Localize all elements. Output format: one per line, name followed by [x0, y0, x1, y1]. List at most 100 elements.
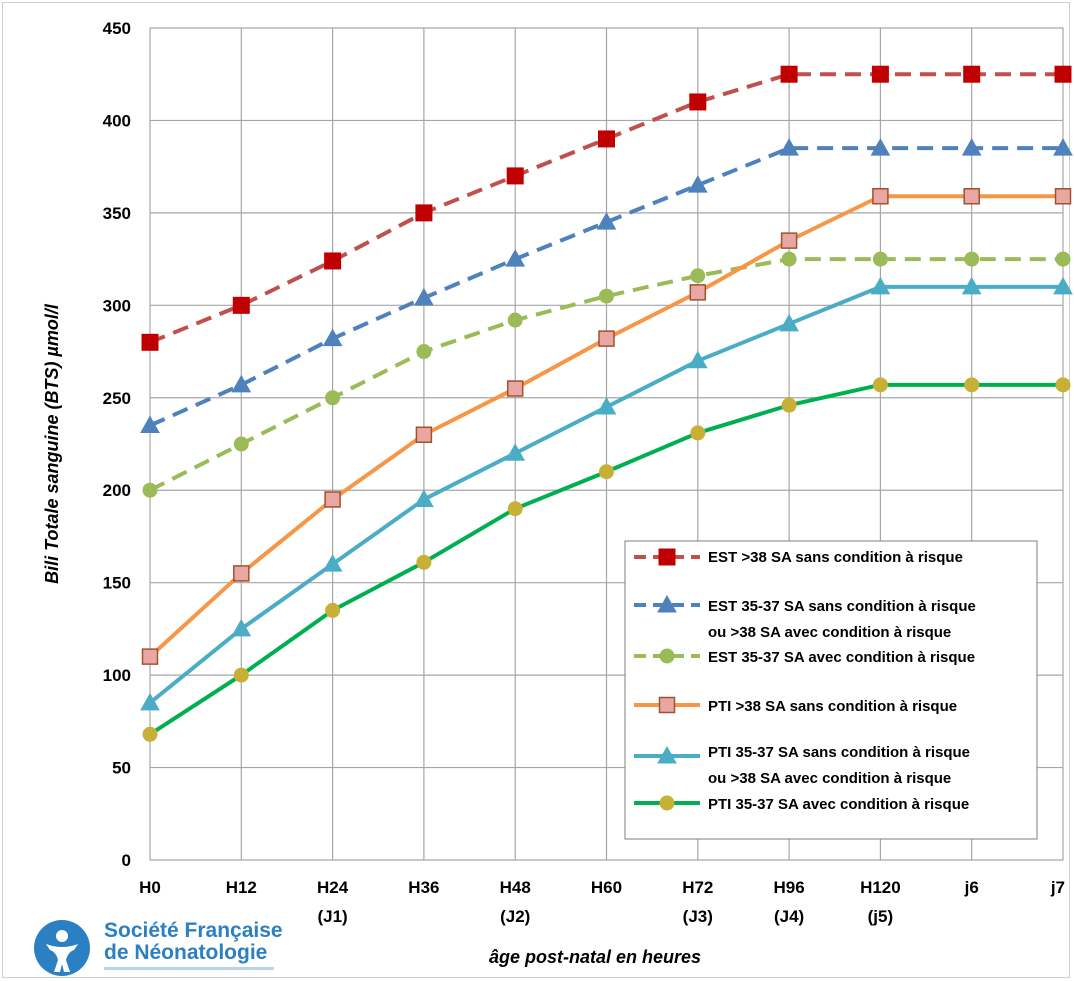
- y-tick-label: 450: [103, 19, 131, 38]
- x-tick-label: H72: [682, 878, 713, 897]
- data-point: [140, 415, 160, 434]
- data-point: [871, 65, 889, 83]
- y-tick-label: 50: [112, 759, 131, 778]
- legend-item-4: PTI >38 SA sans condition à risque: [634, 696, 957, 715]
- legend-label: PTI 35-37 SA avec condition à risque: [708, 796, 969, 813]
- data-point: [690, 268, 706, 284]
- legend-label: PTI 35-37 SA sans condition à risque: [708, 744, 970, 761]
- legend-marker: [658, 696, 676, 714]
- y-tick-labels: 0 50 100 150 200 250 300 350 400 450: [103, 19, 131, 870]
- y-tick-label: 0: [122, 851, 131, 870]
- x-tick-label: H120: [860, 878, 901, 897]
- data-point: [506, 380, 524, 397]
- data-point: [963, 187, 980, 205]
- legend-label: EST 35-37 SA avec condition à risque: [708, 649, 975, 666]
- data-point: [596, 397, 617, 415]
- series-4: [141, 187, 1072, 665]
- x-tick-sublabel: (j5): [868, 907, 894, 926]
- legend-label: EST 35-37 SA sans condition à risque: [708, 598, 976, 615]
- legend-item-5: PTI 35-37 SA sans condition à risque ou >…: [634, 744, 970, 787]
- data-point: [324, 491, 341, 508]
- sfn-logo: Société Française de Néonatologie: [28, 916, 288, 976]
- data-point: [324, 252, 342, 270]
- data-point: [690, 425, 706, 441]
- data-point: [687, 175, 708, 193]
- x-tick-label: j7: [1050, 878, 1065, 897]
- data-point: [416, 554, 432, 570]
- data-point: [780, 232, 798, 249]
- data-point: [325, 602, 341, 618]
- data-point: [870, 138, 891, 156]
- data-point: [963, 65, 981, 83]
- x-axis-title: âge post-natal en heures: [489, 947, 701, 967]
- legend: EST >38 SA sans condition à risque EST 35…: [624, 540, 1038, 840]
- data-point: [598, 130, 615, 148]
- data-point: [872, 251, 888, 267]
- data-point: [507, 501, 523, 517]
- y-tick-label: 300: [103, 296, 131, 315]
- data-point: [233, 436, 249, 452]
- legend-item-1: EST >38 SA sans condition à risque: [634, 548, 963, 566]
- x-tick-label: H12: [226, 878, 257, 897]
- x-tick-labels: H0 H12 H24 (J1) H36 H48 (J2) H60 H72 (J3) H96 (J4) H…: [139, 878, 1065, 926]
- y-tick-label: 100: [103, 666, 131, 685]
- data-point: [231, 374, 252, 393]
- data-point: [1055, 377, 1071, 393]
- series-6: [142, 377, 1071, 742]
- data-point: [872, 187, 889, 205]
- sfn-logo-icon: [34, 920, 90, 976]
- data-point: [961, 276, 982, 295]
- logo-subtitle-bar: [104, 967, 274, 970]
- data-point: [233, 667, 249, 683]
- data-point: [141, 333, 159, 351]
- data-point: [1053, 138, 1073, 156]
- data-point: [233, 565, 250, 582]
- y-axis-title: Bili Totale sanguine (BTS) µmol/l: [42, 303, 62, 584]
- data-point: [414, 287, 434, 306]
- data-point: [322, 328, 343, 347]
- series-line: [149, 257, 1063, 493]
- data-point: [415, 426, 433, 444]
- x-tick-label: j6: [964, 878, 979, 897]
- data-point: [599, 464, 614, 480]
- logo-text-line1: Société Française: [104, 919, 283, 942]
- legend-marker: [659, 648, 675, 664]
- legend-item-2: EST 35-37 SA sans condition à risque ou >…: [634, 594, 976, 641]
- data-point: [598, 330, 615, 347]
- series-2: [140, 138, 1073, 434]
- data-point: [232, 296, 250, 314]
- data-point: [964, 377, 980, 393]
- data-point: [1054, 187, 1072, 205]
- data-point: [505, 443, 526, 461]
- x-tick-sublabel: (J1): [317, 907, 347, 926]
- data-point: [964, 251, 980, 267]
- legend-marker: [657, 745, 677, 764]
- data-point: [231, 618, 252, 637]
- data-point: [689, 93, 707, 111]
- y-tick-label: 400: [103, 111, 131, 130]
- data-point: [142, 482, 158, 498]
- data-point: [599, 288, 614, 304]
- data-point: [687, 350, 708, 369]
- data-point: [507, 312, 523, 328]
- data-point: [506, 167, 524, 185]
- data-point: [140, 692, 160, 711]
- legend-marker: [658, 548, 676, 566]
- data-point: [870, 276, 891, 295]
- data-point: [505, 249, 526, 267]
- data-point: [141, 648, 159, 665]
- data-point: [961, 138, 982, 156]
- data-point: [1055, 251, 1071, 267]
- data-point: [689, 284, 707, 301]
- x-tick-label: H48: [500, 878, 531, 897]
- series-1: [141, 65, 1072, 351]
- x-tick-label: H0: [139, 878, 161, 897]
- legend-marker: [659, 795, 675, 811]
- series-3: [142, 251, 1071, 498]
- data-point: [415, 204, 433, 222]
- data-point: [779, 313, 799, 332]
- legend-box: [624, 540, 1038, 840]
- data-point: [414, 489, 434, 507]
- x-tick-label: H24: [317, 878, 349, 897]
